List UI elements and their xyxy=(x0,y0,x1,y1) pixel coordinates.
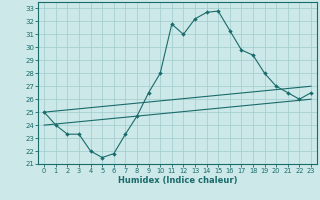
X-axis label: Humidex (Indice chaleur): Humidex (Indice chaleur) xyxy=(118,176,237,185)
